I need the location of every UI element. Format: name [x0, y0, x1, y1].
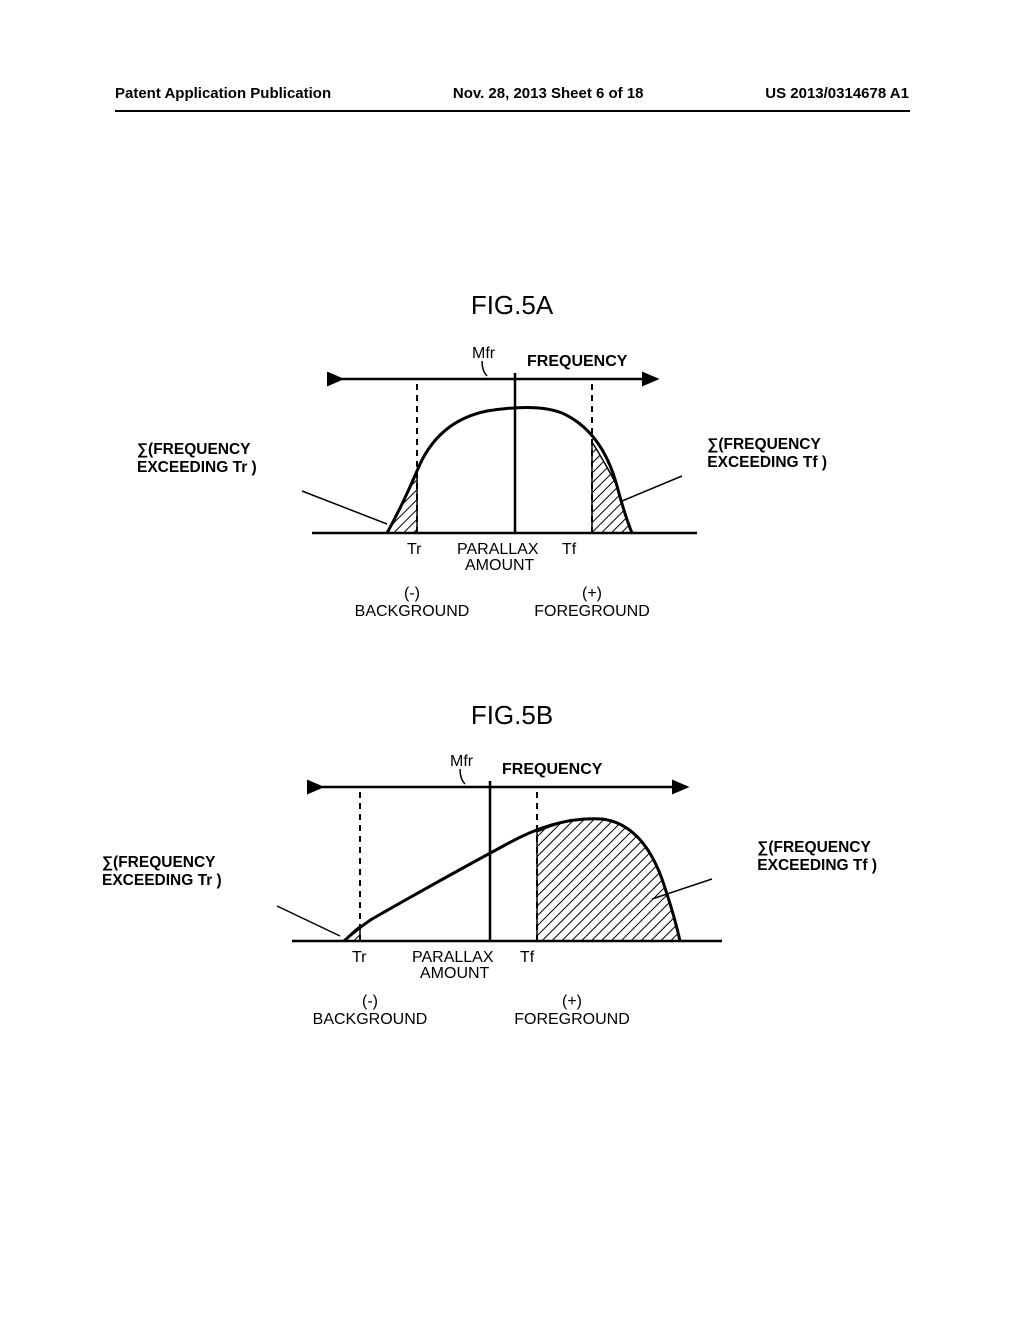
- header-left: Patent Application Publication: [115, 85, 331, 102]
- pointer-right: [622, 476, 682, 501]
- sum-tr-line2-b: EXCEEDING Tr ): [102, 872, 222, 889]
- tf-label: Tf: [562, 541, 577, 558]
- header-right: US 2013/0314678 A1: [765, 85, 909, 102]
- mfr-leader: [482, 361, 487, 376]
- sum-tr-line1-b: ∑(FREQUENCY: [102, 854, 216, 871]
- tf-label-b: Tf: [520, 949, 535, 966]
- page-header: Patent Application Publication Nov. 28, …: [0, 85, 1024, 102]
- bg-label: BACKGROUND: [355, 603, 470, 620]
- parallax-label-top: PARALLAX: [457, 541, 539, 558]
- y-axis-label: FREQUENCY: [527, 353, 628, 370]
- parallax-label-bot-b: AMOUNT: [420, 965, 490, 982]
- y-axis-label-b: FREQUENCY: [502, 761, 603, 778]
- fg-plus: (+): [582, 585, 602, 602]
- figure-5a-title: FIG.5A: [0, 290, 1024, 321]
- figure-5b-title: FIG.5B: [0, 700, 1024, 731]
- mfr-label: Mfr: [472, 345, 496, 362]
- fg-label: FOREGROUND: [534, 603, 650, 620]
- sum-tr-line1: ∑(FREQUENCY: [137, 441, 251, 458]
- sum-exceeding-tr-label-b: ∑(FREQUENCY EXCEEDING Tr ): [102, 854, 222, 890]
- sum-tr-line2: EXCEEDING Tr ): [137, 459, 257, 476]
- figure-5a: FIG.5A ∑(FREQUENCY EXCEEDING Tr ) ∑(FREQ…: [0, 290, 1024, 671]
- parallax-label-bot: AMOUNT: [465, 557, 535, 574]
- bg-label-b: BACKGROUND: [313, 1011, 428, 1028]
- hatch-right-b: [537, 819, 680, 941]
- figure-5a-canvas: ∑(FREQUENCY EXCEEDING Tr ) ∑(FREQUENCY E…: [137, 331, 887, 671]
- pointer-left: [302, 491, 387, 524]
- tr-label-b: Tr: [352, 949, 367, 966]
- mfr-leader-b: [460, 769, 465, 784]
- header-center: Nov. 28, 2013 Sheet 6 of 18: [453, 85, 644, 102]
- fg-label-b: FOREGROUND: [514, 1011, 630, 1028]
- mfr-label-b: Mfr: [450, 753, 474, 770]
- parallax-label-top-b: PARALLAX: [412, 949, 494, 966]
- bg-minus-b: (-): [362, 993, 378, 1010]
- tr-label: Tr: [407, 541, 422, 558]
- sum-exceeding-tr-label: ∑(FREQUENCY EXCEEDING Tr ): [137, 441, 257, 477]
- figure-5b-canvas: ∑(FREQUENCY EXCEEDING Tr ) ∑(FREQUENCY E…: [112, 739, 912, 1079]
- fg-plus-b: (+): [562, 993, 582, 1010]
- figure-5b: FIG.5B ∑(FREQUENCY EXCEEDING Tr ) ∑(FREQ…: [0, 700, 1024, 1079]
- figure-5b-svg: Mfr FREQUENCY Tr PARALLAX AMOUNT Tf (-) …: [247, 739, 827, 1079]
- header-rule: [115, 110, 910, 112]
- bg-minus: (-): [404, 585, 420, 602]
- pointer-left-b: [277, 906, 340, 936]
- figure-5a-svg: Mfr FREQUENCY: [277, 331, 797, 671]
